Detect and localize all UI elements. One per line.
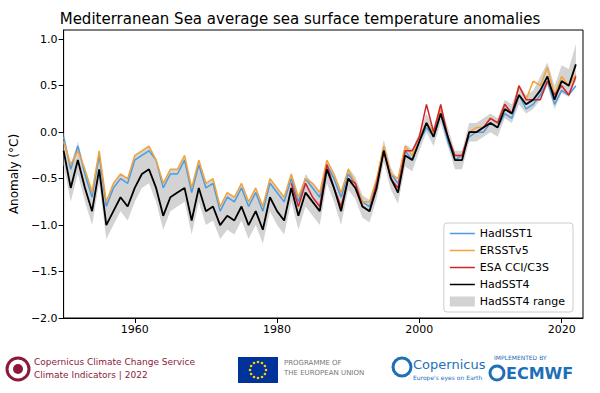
html-text:Copernicus Climate Change Serv: Copernicus Climate Change Service [34, 357, 196, 367]
html-text:IMPLEMENTED BY: IMPLEMENTED BY [494, 354, 547, 361]
svg-text:Anomaly (°C): Anomaly (°C) [7, 134, 21, 214]
html-text:PROGRAMME OF: PROGRAMME OF [284, 359, 342, 367]
svg-text:1980: 1980 [263, 323, 291, 336]
html-text:Climate Indicators | 2022: Climate Indicators | 2022 [34, 370, 148, 380]
svg-text:2020: 2020 [548, 323, 576, 336]
svg-text:HadISST1: HadISST1 [480, 227, 533, 240]
svg-text:2000: 2000 [405, 323, 433, 336]
svg-text:−1.5: −1.5 [31, 265, 58, 278]
html-text:THE EUROPEAN UNION: THE EUROPEAN UNION [284, 369, 365, 377]
svg-text:−0.5: −0.5 [31, 172, 58, 185]
svg-text:−1.0: −1.0 [31, 219, 58, 232]
svg-text:0.0: 0.0 [40, 126, 58, 139]
svg-text:Mediterranean Sea average sea: Mediterranean Sea average sea surface te… [60, 10, 541, 28]
html-text:Europe's eyes on Earth: Europe's eyes on Earth [413, 374, 483, 381]
html-text:Copernicus: Copernicus [413, 357, 486, 372]
svg-text:ERSSTv5: ERSSTv5 [480, 244, 529, 257]
svg-text:1.0: 1.0 [40, 33, 58, 46]
svg-text:HadSST4 range: HadSST4 range [480, 295, 565, 308]
svg-text:1960: 1960 [121, 323, 149, 336]
svg-text:−2.0: −2.0 [31, 312, 58, 325]
svg-text:HadSST4: HadSST4 [480, 278, 530, 291]
svg-text:0.5: 0.5 [40, 79, 58, 92]
svg-text:ESA CCI/C3S: ESA CCI/C3S [480, 261, 549, 274]
html-text:ECMWF: ECMWF [506, 364, 574, 383]
